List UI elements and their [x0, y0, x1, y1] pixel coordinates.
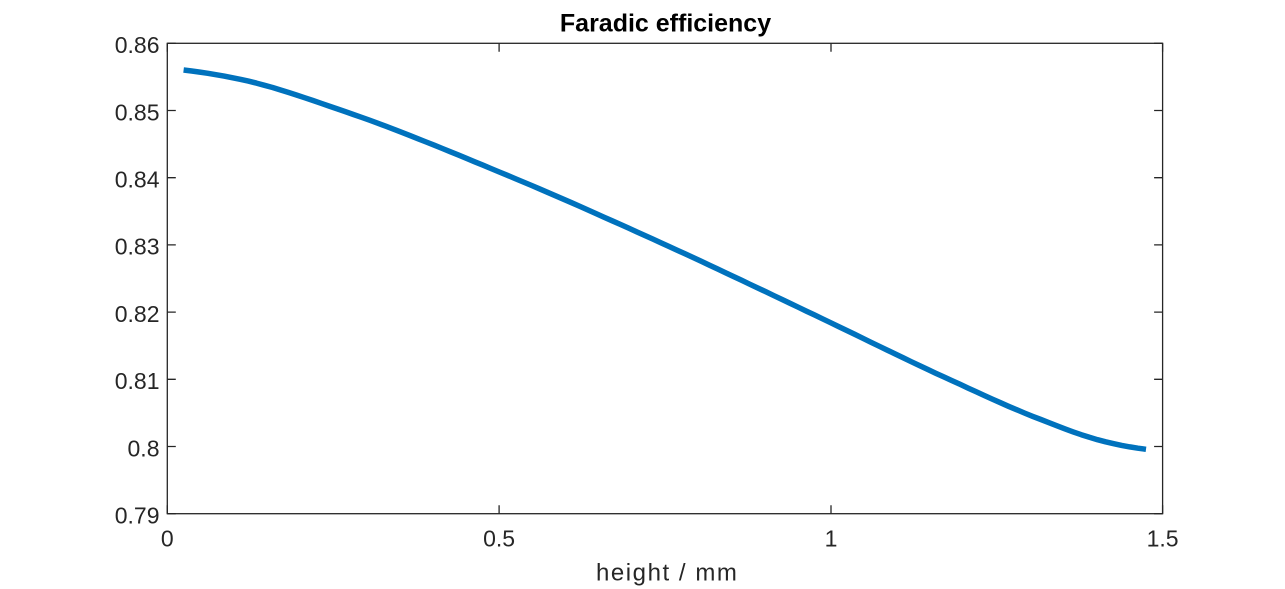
svg-text:0.5: 0.5 — [483, 526, 515, 552]
svg-text:1.5: 1.5 — [1147, 526, 1179, 552]
svg-text:0.86: 0.86 — [115, 32, 160, 58]
svg-text:0.83: 0.83 — [115, 234, 160, 260]
svg-text:1: 1 — [825, 526, 838, 552]
svg-text:0.81: 0.81 — [115, 368, 160, 394]
svg-text:0.84: 0.84 — [115, 167, 160, 193]
svg-text:0.8: 0.8 — [128, 435, 160, 461]
svg-text:0.85: 0.85 — [115, 99, 160, 125]
svg-text:0.82: 0.82 — [115, 301, 160, 327]
svg-text:0.79: 0.79 — [115, 503, 160, 529]
svg-text:height / mm: height / mm — [596, 560, 738, 587]
svg-text:0: 0 — [161, 526, 174, 552]
svg-text:Faradic efficiency: Faradic efficiency — [560, 9, 771, 37]
